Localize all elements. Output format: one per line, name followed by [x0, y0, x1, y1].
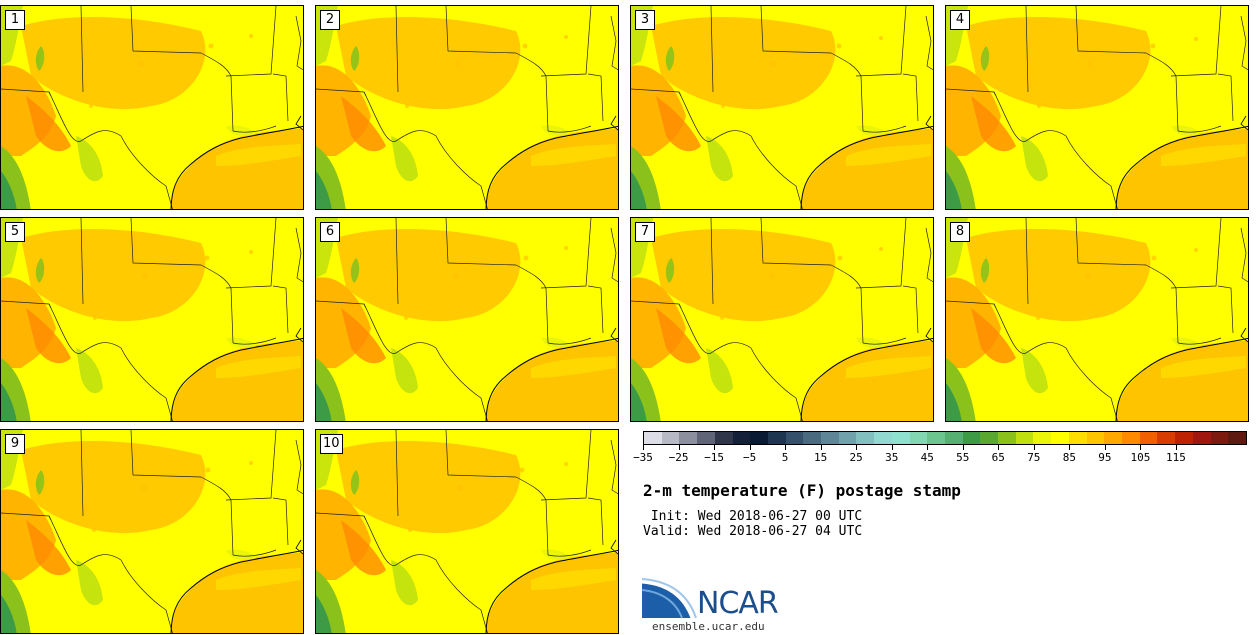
- colorbar-tick: [927, 445, 929, 450]
- colorbar-tick-label: 75: [1027, 451, 1041, 464]
- colorbar-tick: [1104, 445, 1106, 450]
- member-number: 10: [320, 434, 343, 454]
- member-panel: 4: [945, 5, 1249, 210]
- member-number: 4: [950, 10, 970, 30]
- colorbar-swatch: [785, 432, 804, 444]
- colorbar-swatch: [1121, 432, 1140, 444]
- colorbar-swatch: [856, 432, 875, 444]
- colorbar-swatch: [1175, 432, 1193, 444]
- colorbar-swatch: [1139, 432, 1158, 444]
- colorbar-tick: [1069, 445, 1071, 450]
- colorbar-tick: [749, 445, 751, 450]
- colorbar-swatch: [874, 432, 892, 444]
- colorbar-swatch: [679, 432, 698, 444]
- ncar-logo-text: NCAR: [697, 586, 779, 621]
- colorbar-tick: [1175, 445, 1177, 450]
- colorbar-swatch: [1051, 432, 1069, 444]
- member-panel: 10: [315, 429, 619, 634]
- member-panel: 2: [315, 5, 619, 210]
- member-number: 6: [320, 222, 340, 242]
- colorbar-tick-label: −5: [742, 451, 757, 464]
- colorbar-tick-label: 55: [956, 451, 970, 464]
- colorbar-swatch: [644, 432, 662, 444]
- colorbar-swatch: [1086, 432, 1105, 444]
- colorbar-tick-label: 25: [849, 451, 863, 464]
- colorbar-swatch: [998, 432, 1016, 444]
- init-time: Init: Wed 2018-06-27 00 UTC: [643, 509, 863, 524]
- member-number: 7: [635, 222, 655, 242]
- colorbar-swatch: [962, 432, 981, 444]
- colorbar-tick-label: 65: [991, 451, 1005, 464]
- member-number: 2: [320, 10, 340, 30]
- member-number: 1: [5, 10, 25, 30]
- colorbar-swatch: [927, 432, 945, 444]
- member-panel: 5: [0, 217, 304, 422]
- temperature-colorbar: [643, 431, 1247, 445]
- colorbar-tick-label: 15: [814, 451, 828, 464]
- colorbar-tick-label: 85: [1062, 451, 1076, 464]
- colorbar-tick-label: 105: [1130, 451, 1151, 464]
- colorbar-tick: [678, 445, 680, 450]
- colorbar-tick: [820, 445, 822, 450]
- colorbar-swatch: [1228, 432, 1246, 444]
- colorbar-swatch: [714, 432, 733, 444]
- member-panel: 7: [630, 217, 934, 422]
- colorbar-tick: [998, 445, 1000, 450]
- colorbar-swatch: [732, 432, 751, 444]
- colorbar-swatch: [980, 432, 999, 444]
- colorbar-swatch: [909, 432, 928, 444]
- colorbar-tick-label: −25: [668, 451, 689, 464]
- colorbar-tick-label: 5: [781, 451, 789, 464]
- member-number: 5: [5, 222, 25, 242]
- colorbar-swatch: [1104, 432, 1122, 444]
- member-number: 3: [635, 10, 655, 30]
- colorbar-swatch: [944, 432, 963, 444]
- colorbar-swatch: [661, 432, 680, 444]
- colorbar-tick-label: −35: [633, 451, 653, 464]
- member-panel: 1: [0, 5, 304, 210]
- colorbar-swatch: [1157, 432, 1176, 444]
- colorbar-swatch: [1192, 432, 1211, 444]
- site-url: ensemble.ucar.edu: [652, 620, 765, 633]
- colorbar-tick: [785, 445, 787, 450]
- colorbar-tick: [643, 445, 644, 450]
- colorbar-swatch: [1068, 432, 1087, 444]
- colorbar-swatch: [697, 432, 715, 444]
- member-panel: 8: [945, 217, 1249, 422]
- colorbar-swatch: [821, 432, 839, 444]
- colorbar-tick-label: 115: [1166, 451, 1186, 464]
- valid-time: Valid: Wed 2018-06-27 04 UTC: [643, 524, 863, 539]
- colorbar-swatch: [767, 432, 786, 444]
- ncar-logo-icon: [642, 578, 697, 619]
- colorbar-tick-label: 35: [885, 451, 899, 464]
- colorbar-tick: [1140, 445, 1142, 450]
- colorbar-swatch: [750, 432, 768, 444]
- colorbar-tick: [962, 445, 964, 450]
- colorbar-swatch: [1210, 432, 1229, 444]
- colorbar-tick: [714, 445, 716, 450]
- member-panel: 3: [630, 5, 934, 210]
- colorbar-swatch: [1015, 432, 1034, 444]
- member-number: 8: [950, 222, 970, 242]
- colorbar-swatch: [891, 432, 910, 444]
- colorbar-tick: [856, 445, 858, 450]
- colorbar-swatch: [803, 432, 822, 444]
- chart-title: 2-m temperature (F) postage stamp: [643, 481, 961, 500]
- colorbar-tick: [1033, 445, 1035, 450]
- colorbar-tick-label: −15: [704, 451, 724, 464]
- colorbar-swatch: [838, 432, 857, 444]
- member-panel: 9: [0, 429, 304, 634]
- colorbar-tick: [891, 445, 893, 450]
- member-panel: 6: [315, 217, 619, 422]
- colorbar-tick-label: 45: [920, 451, 934, 464]
- colorbar-swatch: [1033, 432, 1052, 444]
- colorbar-tick-label: 95: [1098, 451, 1112, 464]
- member-number: 9: [5, 434, 25, 454]
- colorbar-tick-labels: −35 −25 −15 −5 5 15 25 35 45 55 65 75 85 95 105 115: [633, 445, 1247, 465]
